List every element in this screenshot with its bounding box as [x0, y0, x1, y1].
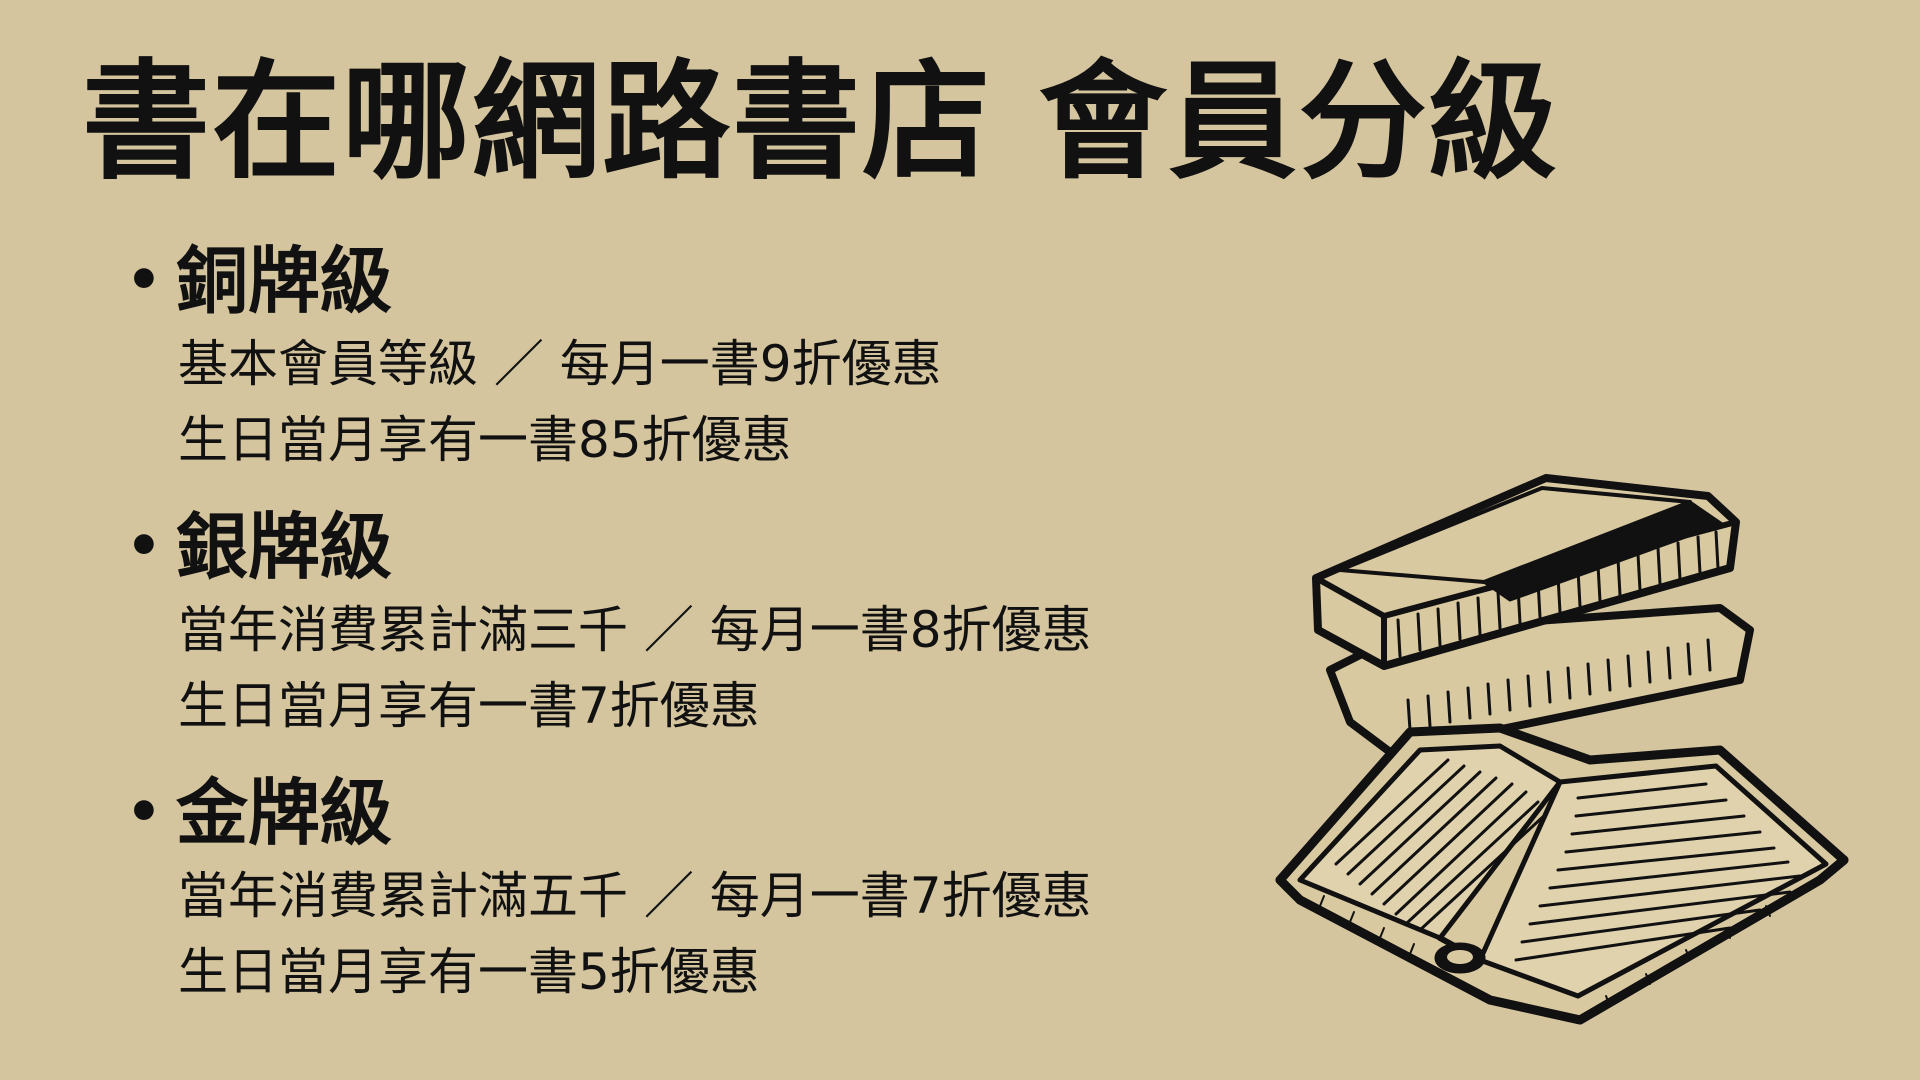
tier-description: 當年消費累計滿五千 ／ 每月一書7折優惠 生日當月享有一書5折優惠 — [178, 858, 1206, 1010]
bullet-icon: • — [126, 780, 162, 845]
tier-name: 金牌級 — [176, 771, 393, 855]
bullet-icon: • — [126, 248, 162, 313]
tier-benefit-line: 當年消費累計滿五千 ／ 每月一書7折優惠 — [178, 867, 1092, 925]
tier-birthday-line: 生日當月享有一書7折優惠 — [178, 677, 760, 735]
tier-birthday-line: 生日當月享有一書5折優惠 — [178, 943, 760, 1001]
tier-bronze: • 銅牌級 基本會員等級 ／ 每月一書9折優惠 生日當月享有一書85折優惠 — [126, 236, 1206, 502]
membership-tier-list: • 銅牌級 基本會員等級 ／ 每月一書9折優惠 生日當月享有一書85折優惠 • … — [126, 236, 1206, 1034]
tier-name: 銅牌級 — [176, 239, 393, 323]
tier-birthday-line: 生日當月享有一書85折優惠 — [178, 411, 792, 469]
stacked-books-illustration — [1260, 460, 1860, 1030]
tier-description: 基本會員等級 ／ 每月一書9折優惠 生日當月享有一書85折優惠 — [178, 326, 1206, 478]
tier-benefit-line: 基本會員等級 ／ 每月一書9折優惠 — [178, 335, 942, 393]
tier-silver: • 銀牌級 當年消費累計滿三千 ／ 每月一書8折優惠 生日當月享有一書7折優惠 — [126, 502, 1206, 768]
bullet-icon: • — [126, 514, 162, 579]
tier-benefit-line: 當年消費累計滿三千 ／ 每月一書8折優惠 — [178, 601, 1092, 659]
tier-name: 銀牌級 — [176, 505, 393, 589]
tier-gold: • 金牌級 當年消費累計滿五千 ／ 每月一書7折優惠 生日當月享有一書5折優惠 — [126, 768, 1206, 1034]
page-title: 書在哪網路書店 會員分級 — [82, 48, 1559, 197]
tier-description: 當年消費累計滿三千 ／ 每月一書8折優惠 生日當月享有一書7折優惠 — [178, 592, 1206, 744]
tier-heading: • 銀牌級 — [126, 502, 1206, 592]
books-icon — [1275, 474, 1849, 1025]
tier-heading: • 金牌級 — [126, 768, 1206, 858]
tier-heading: • 銅牌級 — [126, 236, 1206, 326]
